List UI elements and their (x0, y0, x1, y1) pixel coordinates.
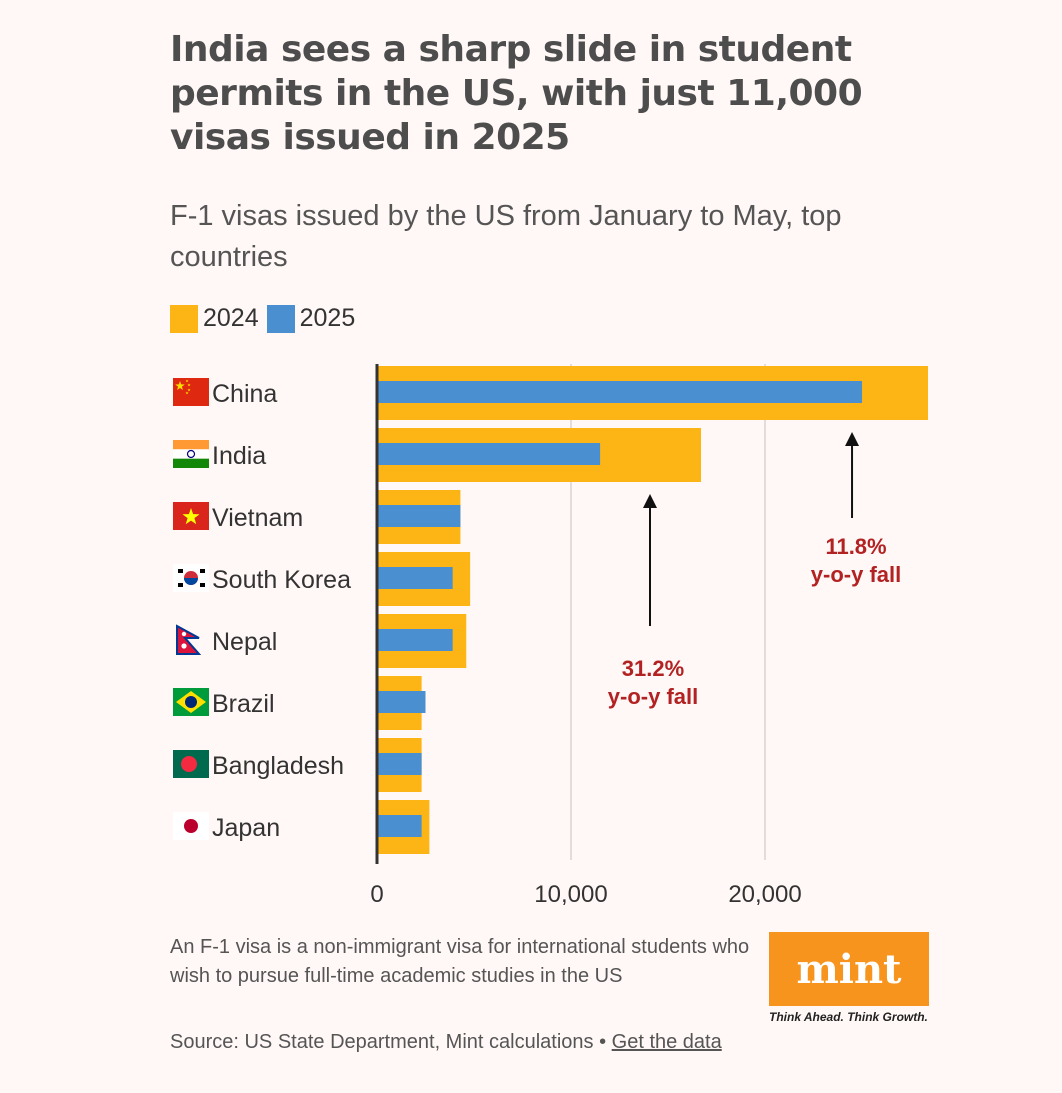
x-tick-label-1: 10,000 (534, 881, 607, 908)
category-label-7: Japan (212, 814, 280, 842)
category-label-4: Nepal (212, 628, 277, 656)
legend-swatch-2025 (266, 304, 295, 333)
mint-logo: mint (769, 932, 929, 1006)
chart-title: India sees a sharp slide in student perm… (170, 29, 863, 158)
bar-2025-4 (377, 629, 453, 651)
footnote: An F-1 visa is a non-immigrant visa for … (170, 936, 750, 987)
source-line: Source: US State Department, Mint calcul… (170, 1028, 770, 1057)
category-label-6: Bangladesh (212, 752, 344, 780)
category-label-5: Brazil (212, 690, 275, 718)
bar-2025-3 (377, 567, 453, 589)
annotation-arrow-china-head (845, 432, 860, 446)
category-label-3: South Korea (212, 566, 351, 594)
legend-label-2024: 2024 (203, 304, 259, 332)
category-label-1: India (212, 442, 266, 470)
bar-2025-1 (377, 443, 601, 465)
bar-2025-7 (377, 815, 422, 837)
logo-tagline: Think Ahead. Think Growth. (769, 1010, 928, 1024)
chart-subtitle: F-1 visas issued by the US from January … (170, 200, 842, 273)
flag-china-icon (173, 378, 209, 406)
flag-brazil-icon (173, 688, 209, 716)
bar-2025-0 (377, 381, 863, 403)
flag-south-korea-icon (173, 564, 209, 592)
bar-2025-6 (377, 753, 422, 775)
category-label-2: Vietnam (212, 504, 303, 532)
x-tick-label-0: 0 (370, 881, 383, 908)
flag-japan-icon (173, 812, 209, 840)
legend-item-2024: 2024 (170, 304, 259, 333)
legend-item-2025: 2025 (266, 304, 356, 333)
annotation-china-text: y-o-y fall (811, 562, 901, 587)
logo-wordmark: mint (796, 945, 902, 993)
flag-bangladesh-icon (173, 750, 209, 778)
legend-swatch-2024 (170, 304, 198, 333)
annotation-china-pct: 11.8% (825, 534, 886, 559)
category-label-0: China (212, 380, 277, 408)
get-the-data-link[interactable]: Get the data (611, 1031, 722, 1053)
annotation-arrow-india-head (643, 494, 657, 508)
annotation-india-pct: 31.2% (622, 656, 684, 681)
bar-2025-2 (377, 505, 461, 527)
bar-2025-5 (377, 691, 426, 713)
legend: 2024 2025 (170, 304, 363, 333)
flag-vietnam-icon (173, 502, 209, 530)
legend-label-2025: 2025 (299, 304, 356, 332)
x-tick-label-2: 20,000 (728, 881, 801, 908)
flag-india-icon (173, 440, 209, 468)
flag-nepal-icon (176, 624, 202, 655)
bar-chart: 0 10,000 20,000 China India Vietnam South Kore… (173, 364, 928, 908)
source-text: Source: US State Department, Mint calcul… (170, 1031, 607, 1053)
annotation-india-text: y-o-y fall (608, 684, 698, 709)
